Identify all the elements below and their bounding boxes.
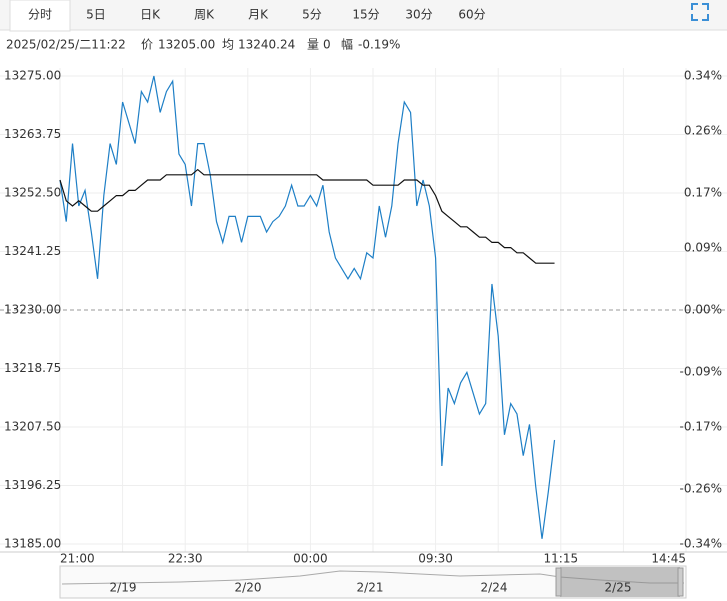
info-vol: 0 [323, 38, 331, 52]
info-avg: 13240.24 [238, 38, 295, 52]
navigator-handle[interactable] [677, 567, 684, 597]
y-tick-label: 13196.25 [4, 478, 61, 492]
tab-bar [0, 0, 727, 30]
y-tick-label: 13207.50 [4, 420, 61, 434]
fullscreen-glyph[interactable] [691, 3, 709, 21]
info-range-label: 幅 [341, 37, 353, 52]
navigator-date: 2/20 [235, 581, 262, 595]
y-tick-label: 13185.00 [4, 537, 61, 551]
y-tick-label: 13263.75 [4, 127, 61, 141]
navigator-date: 2/19 [110, 581, 137, 595]
x-tick-label: 00:00 [293, 552, 328, 566]
info-vol-label: 量 [307, 38, 319, 52]
x-tick-label: 21:00 [60, 552, 95, 566]
x-tick-label: 11:15 [544, 552, 579, 566]
x-tick-label: 09:30 [418, 552, 453, 566]
y2-tick-label: 0.17% [684, 186, 722, 200]
tab[interactable]: 5日 [86, 8, 106, 22]
info-price-label: 价 [141, 38, 153, 52]
y2-tick-label: 0.09% [684, 241, 722, 255]
y2-tick-label: -0.17% [680, 420, 722, 434]
info-range: -0.19% [358, 38, 400, 52]
y2-tick-label: 0.00% [684, 303, 722, 317]
active-tab-bg [9, 0, 71, 32]
fullscreen-icon[interactable] [691, 3, 709, 21]
info-datetime: 2025/02/25/二11:22 [6, 38, 126, 52]
tab[interactable]: 15分 [352, 8, 379, 22]
navigator-selection[interactable] [560, 567, 680, 597]
y2-tick-label: -0.34% [680, 537, 722, 551]
tab[interactable]: 60分 [458, 8, 485, 22]
y-tick-label: 13241.25 [4, 244, 61, 258]
y-tick-label: 13230.00 [4, 303, 61, 317]
series-line [59, 168, 555, 264]
tab[interactable]: 5分 [302, 8, 322, 22]
y2-tick-label: 0.34% [684, 69, 722, 83]
tab[interactable]: 分时 [28, 8, 52, 22]
series-line [59, 75, 556, 539]
y-tick-label: 13218.75 [4, 361, 61, 375]
navigator-handle[interactable] [555, 567, 562, 597]
navigator-date: 2/24 [481, 581, 508, 595]
y2-tick-label: 0.26% [684, 124, 722, 138]
navigator-date: 2/25 [605, 581, 632, 595]
info-avg-label: 均 [222, 38, 234, 52]
navigator-date: 2/21 [357, 581, 384, 595]
tab[interactable]: 周K [194, 8, 215, 22]
y-tick-label: 13275.00 [4, 69, 61, 83]
info-price: 13205.00 [158, 38, 215, 52]
x-tick-label: 14:45 [651, 552, 686, 566]
tab[interactable]: 月K [248, 8, 269, 22]
y-tick-label: 13252.50 [4, 186, 61, 200]
y2-tick-label: -0.09% [680, 364, 722, 378]
tab[interactable]: 日K [140, 8, 161, 22]
y2-tick-label: -0.26% [680, 481, 722, 495]
tab[interactable]: 30分 [405, 8, 432, 22]
x-tick-label: 22:30 [168, 552, 203, 566]
